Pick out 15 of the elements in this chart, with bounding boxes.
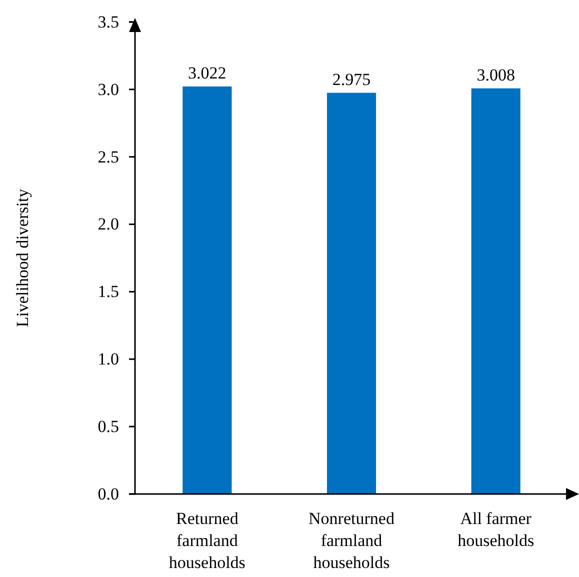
- y-tick-label: 2.5: [98, 147, 119, 166]
- y-tick-label: 1.0: [98, 350, 119, 369]
- y-tick-label: 3.5: [98, 12, 119, 32]
- y-tick-label: 1.5: [98, 282, 119, 302]
- y-axis-title: Livelihood diversity: [13, 188, 32, 328]
- y-tick-label: 2.0: [98, 214, 119, 234]
- x-tick-label: Nonreturned farmland households: [308, 509, 395, 572]
- x-tick-label: All farmer households: [458, 509, 534, 550]
- y-tick-label: 0.5: [98, 417, 119, 436]
- data-label: 3.022: [188, 63, 226, 82]
- data-label: 2.975: [332, 70, 371, 89]
- data-label: 3.008: [476, 65, 515, 84]
- y-tick-label: 0.0: [98, 484, 119, 504]
- y-tick-label: 3.0: [98, 80, 119, 99]
- x-tick-label: Returned farmland households: [168, 509, 246, 572]
